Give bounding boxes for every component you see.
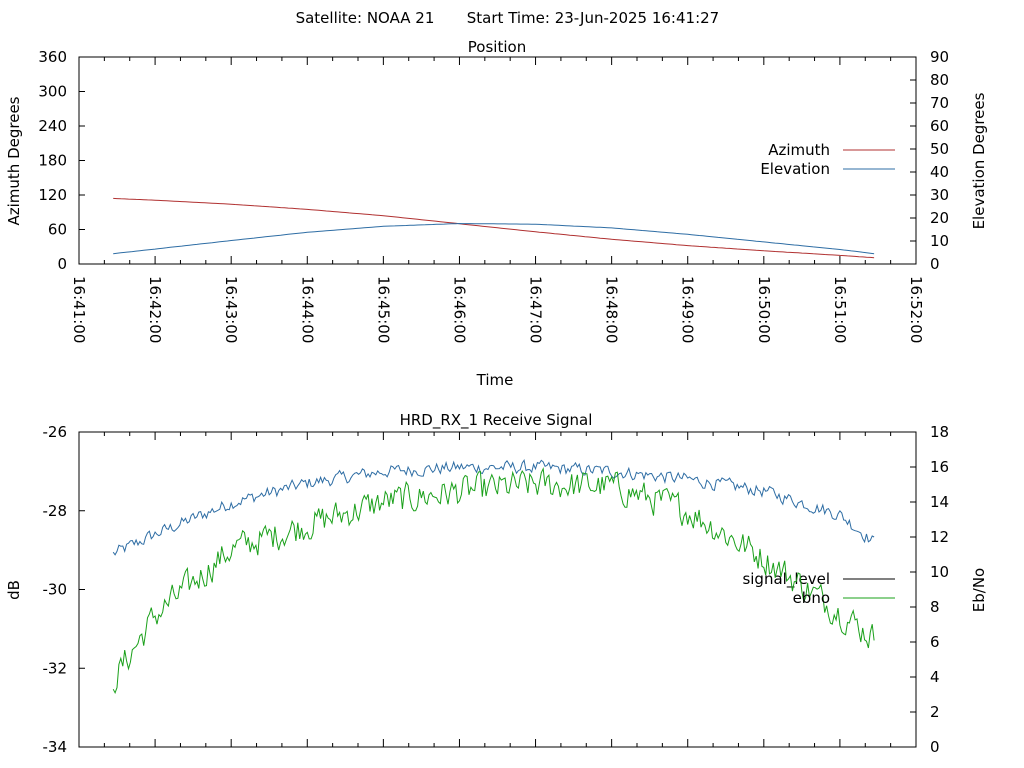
signal-y-tick-label: -34	[43, 738, 68, 756]
signal-y2-tick-label: 8	[930, 598, 940, 616]
position-x-tick-label: 16:52:00	[907, 276, 925, 343]
signal-y2-tick-label: 0	[930, 738, 940, 756]
signal-y-tick-label: -26	[43, 423, 68, 441]
signal-y2-tick-label: 12	[930, 528, 949, 546]
signal-y2-tick-label: 14	[930, 493, 949, 511]
position-series-Elevation	[113, 222, 875, 255]
position-y2-tick-label: 70	[930, 94, 949, 112]
signal-legend-label: ebno	[793, 589, 830, 607]
position-y2-axis-label: Elevation Degrees	[970, 92, 988, 229]
signal-y-tick-label: -32	[43, 659, 68, 677]
satellite-label: Satellite: NOAA 21	[296, 9, 435, 27]
signal-y2-tick-label: 4	[930, 668, 940, 686]
signal-y2-tick-label: 6	[930, 633, 940, 651]
position-y-tick-label: 360	[38, 48, 67, 66]
signal-plot-frame	[78, 431, 917, 748]
position-x-tick-label: 16:43:00	[222, 276, 240, 343]
position-y-tick-label: 300	[38, 83, 67, 101]
position-y-axis-label: Azimuth Degrees	[5, 96, 23, 225]
position-y2-tick-label: 30	[930, 186, 949, 204]
position-chart-title: Position	[468, 38, 526, 56]
position-y-tick-label: 120	[38, 186, 67, 204]
position-x-tick-label: 16:41:00	[70, 276, 88, 343]
position-legend-label: Elevation	[760, 160, 830, 178]
position-y-tick-label: 60	[48, 221, 67, 239]
position-y2-tick-label: 50	[930, 140, 949, 158]
position-legend-label: Azimuth	[768, 141, 830, 159]
signal-y2-tick-label: 18	[930, 423, 949, 441]
position-x-tick-label: 16:46:00	[450, 276, 468, 343]
position-x-tick-label: 16:49:00	[679, 276, 697, 343]
signal-y-axis-label: dB	[5, 580, 23, 600]
position-x-tick-label: 16:45:00	[374, 276, 392, 343]
signal-y2-axis-label: Eb/No	[970, 568, 988, 612]
signal-series-ebno	[112, 467, 875, 695]
position-y2-tick-label: 10	[930, 232, 949, 250]
position-y2-tick-label: 60	[930, 117, 949, 135]
signal-y2-tick-label: 2	[930, 703, 940, 721]
position-y-tick-label: 180	[38, 152, 67, 170]
start-time-label: Start Time: 23-Jun-2025 16:41:27	[467, 9, 719, 27]
position-y2-tick-label: 80	[930, 71, 949, 89]
position-y2-tick-label: 0	[930, 255, 940, 273]
position-y2-tick-label: 20	[930, 209, 949, 227]
signal-y2-tick-label: 10	[930, 563, 949, 581]
position-series-Azimuth	[113, 197, 875, 259]
position-y2-tick-label: 90	[930, 48, 949, 66]
position-x-axis-label: Time	[476, 371, 514, 389]
signal-series-signal_level	[112, 459, 875, 556]
position-y-tick-label: 0	[57, 255, 67, 273]
position-y-tick-label: 240	[38, 117, 67, 135]
position-x-tick-label: 16:44:00	[298, 276, 316, 343]
signal-y-tick-label: -30	[43, 581, 68, 599]
signal-chart-title: HRD_RX_1 Receive Signal	[400, 411, 593, 430]
position-y2-tick-label: 40	[930, 163, 949, 181]
position-x-tick-label: 16:50:00	[755, 276, 773, 343]
position-x-tick-label: 16:47:00	[527, 276, 545, 343]
position-chart: Position Time Azimuth Degrees Elevation …	[5, 38, 988, 389]
signal-y-tick-label: -28	[43, 502, 68, 520]
signal-y2-tick-label: 16	[930, 458, 949, 476]
position-x-tick-label: 16:42:00	[146, 276, 164, 343]
receive-signal-chart: HRD_RX_1 Receive Signal dB Eb/No -34 -32 -…	[5, 411, 988, 756]
position-x-tick-label: 16:48:00	[603, 276, 621, 343]
position-x-tick-label: 16:51:00	[831, 276, 849, 343]
